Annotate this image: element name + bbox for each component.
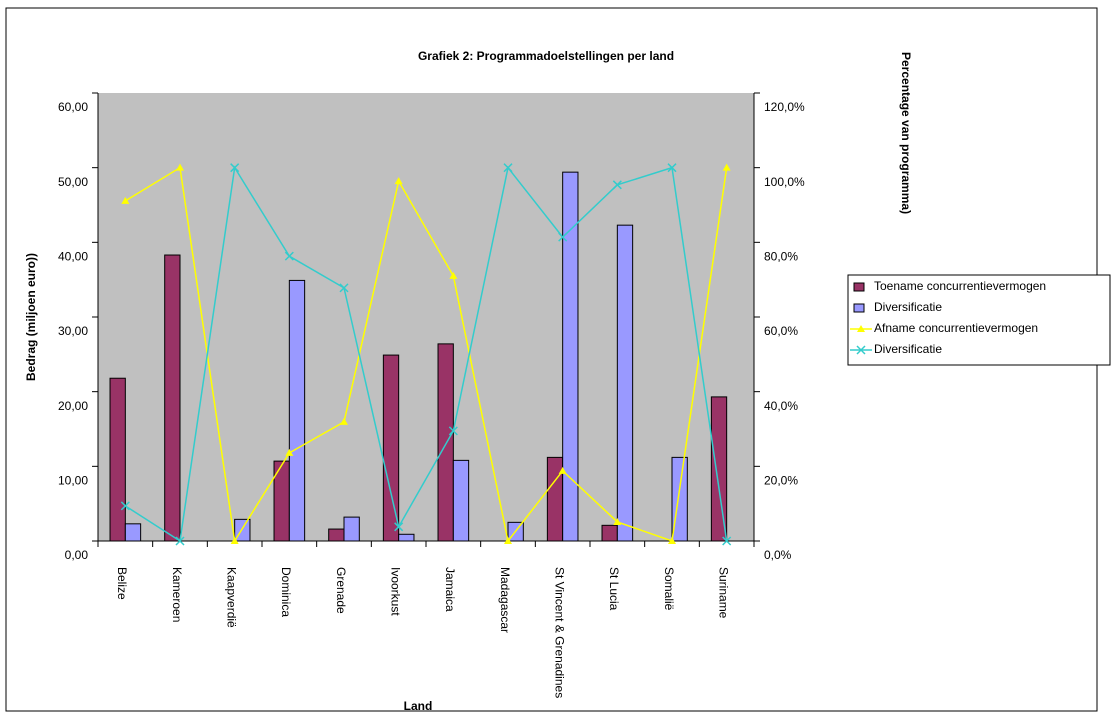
y-tick-label: 20,00 [58, 399, 88, 413]
bar [328, 528, 345, 542]
legend-swatch [853, 282, 865, 292]
y-tick-label: 50,00 [58, 175, 88, 189]
legend-swatch [853, 303, 865, 313]
line-marker [503, 163, 513, 173]
x-tick-label: St Vincent & Grenadines [552, 567, 566, 698]
y-tick-label: 0,00 [65, 548, 89, 562]
line-marker [448, 426, 458, 436]
x-axis-title: Land [404, 699, 433, 713]
bar [164, 254, 181, 542]
line-marker [504, 537, 512, 544]
x-tick-label: Jamaica [443, 567, 457, 612]
y2-tick-label: 0,0% [764, 548, 792, 562]
line-marker [339, 283, 349, 293]
plot-area [98, 93, 754, 541]
line-marker [722, 163, 731, 171]
y2-tick-label: 20,0% [764, 474, 798, 488]
line-marker [558, 232, 568, 242]
bar [601, 524, 618, 542]
x-tick-label: Grenade [334, 567, 348, 614]
x-tick-label: St Lucia [607, 567, 621, 611]
y2-tick-label: 120,0% [764, 100, 805, 114]
y-tick-label: 40,00 [58, 250, 88, 264]
line-marker [175, 536, 185, 546]
x-tick-label: Madagascar [498, 567, 512, 633]
line-marker [285, 448, 294, 456]
x-tick-label: Somalië [662, 567, 676, 611]
line-marker [230, 163, 240, 173]
bar [382, 354, 400, 542]
bar [288, 279, 306, 542]
line-marker [176, 163, 184, 171]
x-tick-label: Suriname [716, 567, 730, 619]
bar [437, 343, 454, 542]
legend-label: Toename concurrentievermogen [874, 279, 1046, 293]
bar [124, 523, 142, 542]
line-marker [340, 417, 348, 425]
line-marker [230, 537, 239, 544]
line [124, 165, 728, 543]
y-tick-label: 10,00 [58, 474, 88, 488]
legend-marker [856, 345, 866, 355]
y2-tick-label: 100,0% [764, 175, 805, 189]
legend-marker [857, 325, 865, 332]
x-tick-label: Kameroen [170, 567, 184, 622]
y-axis-title: Bedrag (miljoen euro)) [24, 253, 38, 381]
line-marker [394, 177, 403, 185]
line-marker [394, 522, 404, 532]
y2-tick-label: 60,0% [764, 324, 798, 338]
bar [452, 459, 470, 542]
legend-box [847, 274, 1111, 366]
line-marker [558, 466, 567, 474]
bar [562, 171, 579, 542]
y2-axis-title: Percentage van programma) [899, 52, 913, 214]
bar [109, 377, 126, 542]
x-tick-label: Kaapverdië [224, 567, 238, 628]
bar [710, 396, 728, 542]
line [124, 166, 728, 544]
y2-tick-label: 40,0% [764, 399, 798, 413]
y-tick-label: 60,00 [58, 100, 88, 114]
line-marker [120, 501, 130, 511]
x-tick-label: Belize [115, 567, 129, 600]
y2-tick-label: 80,0% [764, 250, 798, 264]
line-marker [667, 163, 677, 173]
bar [398, 533, 415, 542]
x-tick-label: Ivoorkust [388, 567, 402, 616]
bar [671, 456, 688, 542]
line-marker [668, 537, 676, 544]
line-marker [722, 536, 732, 546]
legend-label: Diversificatie [874, 342, 942, 356]
line-marker [284, 251, 294, 261]
line-marker [121, 196, 130, 204]
line-marker [612, 180, 622, 190]
chart-title: Grafiek 2: Programmadoelstellingen per l… [418, 49, 674, 63]
line-marker [449, 271, 458, 279]
y-tick-label: 30,00 [58, 324, 88, 338]
legend-label: Diversificatie [874, 300, 942, 314]
bar [546, 456, 564, 542]
x-tick-label: Dominica [279, 567, 293, 617]
bar [616, 224, 634, 542]
legend-label: Afname concurrentievermogen [874, 321, 1038, 335]
bar [343, 516, 360, 542]
line-marker [613, 517, 622, 525]
